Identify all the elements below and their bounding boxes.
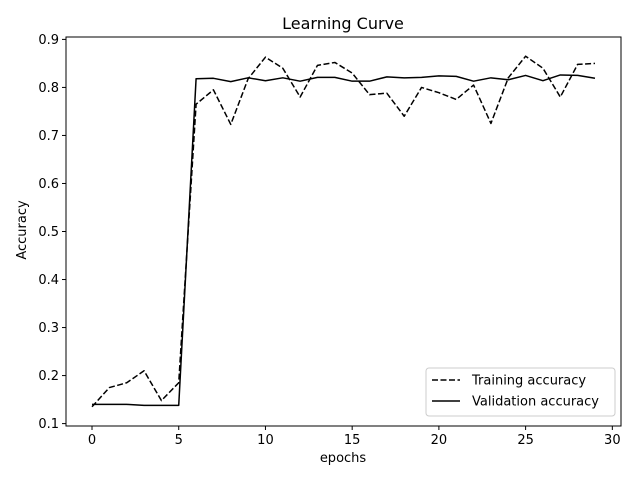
y-tick-label: 0.4	[38, 273, 59, 288]
chart-title: Learning Curve	[282, 14, 404, 33]
x-axis: 0 5 10 15 20 25 30	[88, 426, 621, 448]
y-tick-label: 0.7	[38, 129, 59, 144]
validation-accuracy-line	[92, 74, 596, 407]
y-tick-label: 0.5	[38, 225, 59, 240]
legend-label: Training accuracy	[471, 374, 586, 389]
y-tick-label: 0.2	[38, 369, 59, 384]
plot-frame	[65, 36, 622, 427]
x-tick-label: 30	[604, 433, 621, 448]
y-axis-label: Accuracy	[15, 200, 30, 260]
x-tick-label: 15	[344, 433, 361, 448]
x-axis-label: epochs	[320, 451, 367, 466]
y-tick-label: 0.9	[38, 33, 59, 48]
training-accuracy-line	[91, 55, 596, 408]
legend-box	[425, 367, 616, 417]
y-tick-label: 0.3	[38, 321, 59, 336]
x-tick-label: 20	[431, 433, 448, 448]
x-tick-label: 0	[88, 433, 96, 448]
plot-area	[91, 55, 596, 408]
y-tick-label: 0.8	[38, 81, 59, 96]
y-tick-label: 0.6	[38, 177, 59, 192]
x-tick-label: 25	[517, 433, 534, 448]
x-tick-label: 5	[175, 433, 183, 448]
legend-label: Validation accuracy	[472, 395, 599, 410]
legend: Training accuracy Validation accuracy	[425, 367, 616, 417]
y-axis: 0.1 0.2 0.3 0.4 0.5 0.6 0.7 0.8 0.9	[38, 33, 66, 432]
y-tick-label: 0.1	[38, 417, 59, 432]
x-tick-label: 10	[257, 433, 274, 448]
